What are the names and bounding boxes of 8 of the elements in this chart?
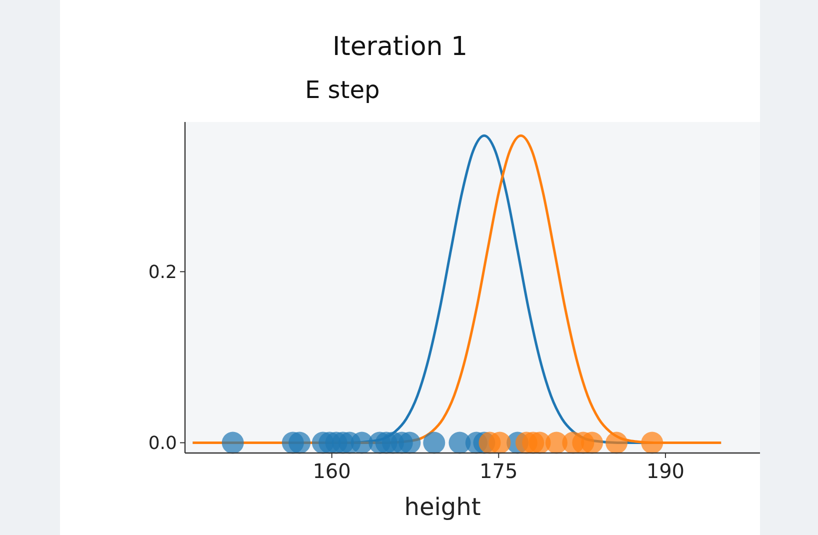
y-tick-label: 0.0 <box>148 433 177 454</box>
x-axis-title: height <box>404 493 481 521</box>
x-tick-label: 160 <box>312 459 351 483</box>
chart-subtitle: E step <box>305 76 380 104</box>
y-tick-label: 0.2 <box>148 262 177 283</box>
chart-title: Iteration 1 <box>332 32 468 62</box>
x-tick-label: 190 <box>646 459 685 483</box>
x-tick-label: 175 <box>480 459 518 483</box>
